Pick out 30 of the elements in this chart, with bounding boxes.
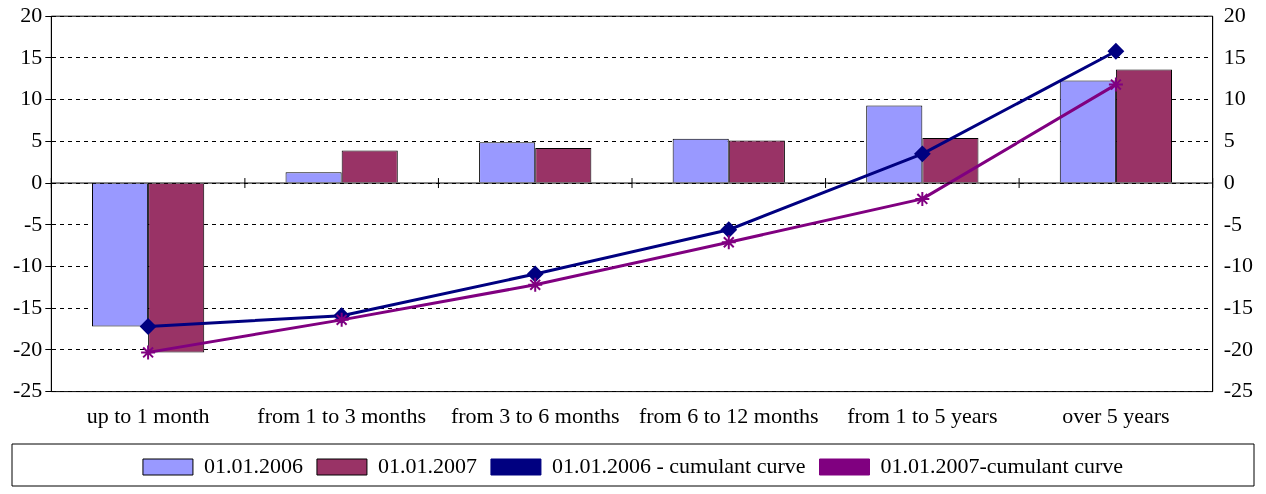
y2-tick-label: 15 (1223, 43, 1246, 69)
x-tick-label: from 6 to 12 months (638, 402, 819, 428)
y-tick-label: 0 (31, 168, 43, 194)
y-tick-label: 5 (31, 127, 43, 153)
y-tick-label: 15 (20, 43, 43, 69)
y2-tick-label: 10 (1223, 85, 1246, 111)
y-tick-label: -15 (13, 293, 43, 319)
y2-tick-label: -20 (1223, 335, 1253, 361)
x-tick-label: from 3 to 6 months (450, 402, 620, 428)
x-tick-label: up to 1 month (86, 402, 210, 428)
y2-tick-label: -15 (1223, 293, 1253, 319)
y-tick-label: 10 (20, 85, 43, 111)
y-tick-label: -10 (13, 252, 43, 278)
legend-label: 01.01.2006 - cumulant curve (551, 452, 806, 478)
legend-label: 01.01.2007-cumulant curve (880, 452, 1124, 478)
x-tick-label: over 5 years (1062, 402, 1170, 428)
y-tick-label: -25 (13, 377, 43, 403)
y2-tick-label: 20 (1223, 1, 1246, 27)
y-tick-label: 20 (20, 1, 43, 27)
y2-tick-label: -10 (1223, 252, 1253, 278)
y2-tick-label: 0 (1223, 168, 1235, 194)
x-tick-label: from 1 to 5 years (847, 402, 998, 428)
y2-tick-label: -5 (1223, 210, 1242, 236)
legend-label: 01.01.2006 (203, 452, 303, 478)
y2-tick-label: 5 (1223, 127, 1235, 153)
legend-label: 01.01.2007 (377, 452, 477, 478)
y-tick-label: -20 (13, 335, 43, 361)
y2-tick-label: -25 (1223, 377, 1253, 403)
x-tick-label: from 1 to 3 months (257, 402, 426, 428)
y-tick-label: -5 (24, 210, 43, 236)
